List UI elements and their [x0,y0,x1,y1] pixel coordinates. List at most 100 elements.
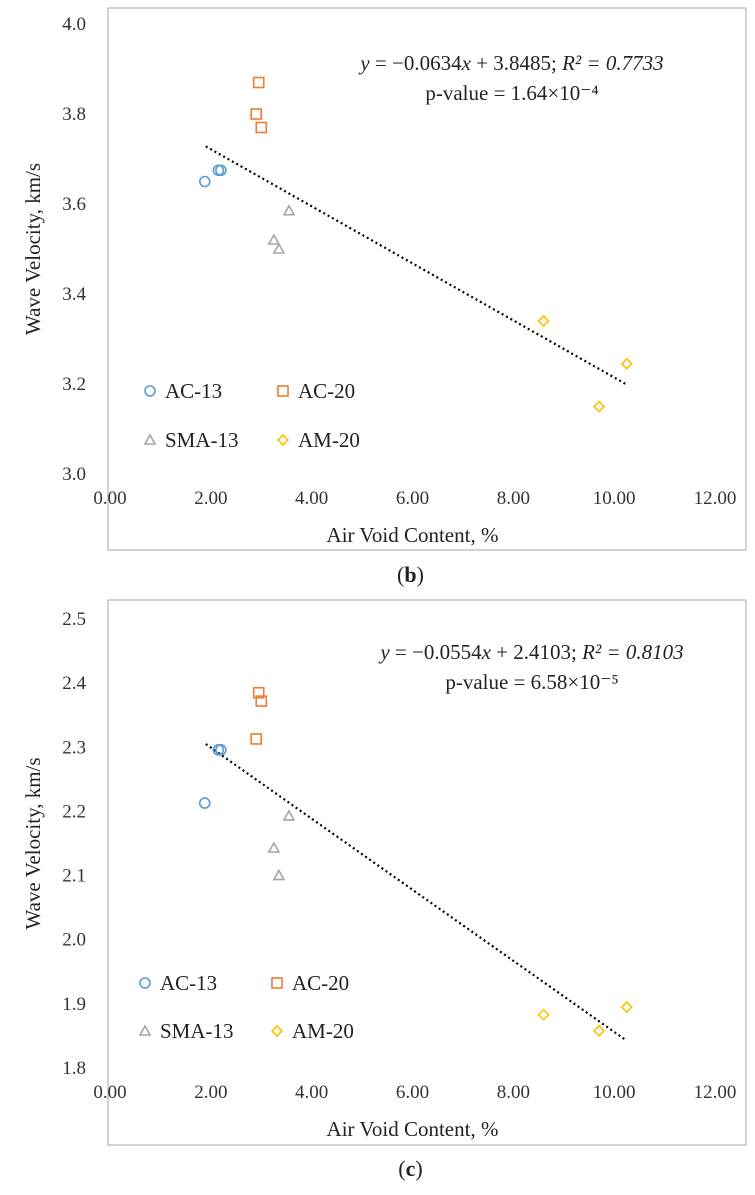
legend-marker [139,977,151,989]
panel-label-open: ( [398,1156,405,1181]
y-tick-label: 2.5 [62,609,86,630]
series-ac-13 [198,744,227,809]
y-axis-title: Wave Velocity, km/s [21,163,45,335]
y-tick-label: 1.8 [62,1058,86,1079]
equation-part: y [358,51,370,75]
y-tick-label: 2.0 [62,930,86,951]
y-tick-label: 2.2 [62,801,86,822]
legend-marker [144,385,156,397]
x-tick-label: 4.00 [295,488,328,509]
panel-label-open: ( [397,562,404,587]
data-point [537,314,550,328]
data-point [620,357,633,370]
y-tick-label: 2.1 [62,866,86,887]
legend-label: AM-20 [298,428,360,452]
x-tick-label: 0.00 [93,1082,126,1103]
legend-marker [138,1024,152,1036]
data-point [272,868,286,881]
equation-part: R² = 0.7733 [561,51,664,75]
plot-frame [107,599,747,1146]
x-tick-label: 2.00 [194,1082,227,1103]
data-point [255,695,268,707]
data-point [252,686,265,699]
legend-label: SMA-13 [160,1019,234,1043]
y-tick-label: 1.9 [62,994,86,1015]
panel-label-close: ) [417,562,424,587]
equation-part: + 2.4103; [491,640,582,664]
series-am-20 [537,314,633,413]
x-tick-label: 6.00 [396,488,429,509]
data-point [620,1000,633,1014]
series-sma-13 [267,809,296,881]
legend-label: AC-13 [160,971,217,995]
data-point [198,797,211,809]
panel-label-letter: b [404,562,416,587]
y-tick-label: 2.3 [62,737,86,758]
data-point [282,809,296,821]
legend-marker [277,385,289,397]
series-sma-13 [267,204,296,254]
data-point [250,108,263,120]
chart-b: 0.00 2.00 4.00 6.00 8.00 10.00 12.00 3.0 3.2 3.4 3… [21,7,747,587]
x-tick-label: 6.00 [396,1082,429,1103]
trendline [205,145,628,386]
series-ac-13 [198,164,227,188]
data-point [215,164,227,177]
series-ac-20 [250,686,268,745]
y-tick-label: 3.6 [62,194,86,215]
x-tick-label: 2.00 [194,488,227,509]
data-point [282,204,296,216]
legend-label: SMA-13 [165,428,239,452]
data-point [255,121,268,134]
y-tick-label: 3.4 [62,284,86,305]
equation-part: + 3.8485; [471,51,562,75]
series-am-20 [537,1000,633,1037]
regression-equation: y = −0.0554x + 2.4103; R² = 0.8103 [378,640,683,664]
legend: AC-13 AC-20 SMA-13 AM-20 [143,379,360,452]
x-axis-title: Air Void Content, % [327,1117,499,1141]
equation-part: = −0.0554 [390,640,482,664]
legend-label: AC-20 [298,379,355,403]
legend-label: AC-13 [165,379,222,403]
data-point [250,733,263,745]
legend-marker [271,977,283,989]
data-point [267,233,281,245]
data-point [592,400,606,413]
y-tick-label: 3.2 [62,374,86,395]
equation-part: = −0.0634 [370,51,462,75]
equation-part: x [461,51,472,75]
data-point [215,744,227,756]
legend: AC-13 AC-20 SMA-13 AM-20 [138,971,354,1043]
x-tick-label: 0.00 [93,488,126,509]
y-tick-label: 2.4 [62,673,86,694]
p-value: p-value = 6.58×10⁻⁵ [445,670,618,694]
data-point [198,175,211,188]
legend-label: AM-20 [292,1019,354,1043]
equation-part: x [481,640,492,664]
y-tick-label: 3.8 [62,104,86,125]
plot-frame [107,7,747,551]
data-point [592,1024,606,1037]
y-tick-label: 3.0 [62,464,86,485]
panel-label-close: ) [415,1156,422,1181]
legend-marker [270,1024,284,1038]
data-point [252,76,265,89]
x-tick-label: 8.00 [497,1082,530,1103]
x-tick-label: 12.00 [694,1082,737,1103]
x-tick-label: 8.00 [497,488,530,509]
chart-c: 0.00 2.00 4.00 6.00 8.00 10.00 12.00 1.8 1.9 2.0 2… [21,599,747,1181]
legend-marker [143,433,157,445]
y-axis-title: Wave Velocity, km/s [21,757,45,929]
series-ac-20 [250,76,268,134]
y-tick-label: 4.0 [62,14,86,35]
panel-label-letter: c [406,1156,416,1181]
equation-part: y [378,640,390,664]
legend-marker [276,433,290,447]
data-point [267,841,281,853]
regression-equation: y = −0.0634x + 3.8485; R² = 0.7733 [358,51,663,75]
data-point [272,242,286,254]
x-axis-title: Air Void Content, % [327,523,499,547]
x-tick-label: 12.00 [694,488,737,509]
panel-label: (b) [397,562,424,587]
